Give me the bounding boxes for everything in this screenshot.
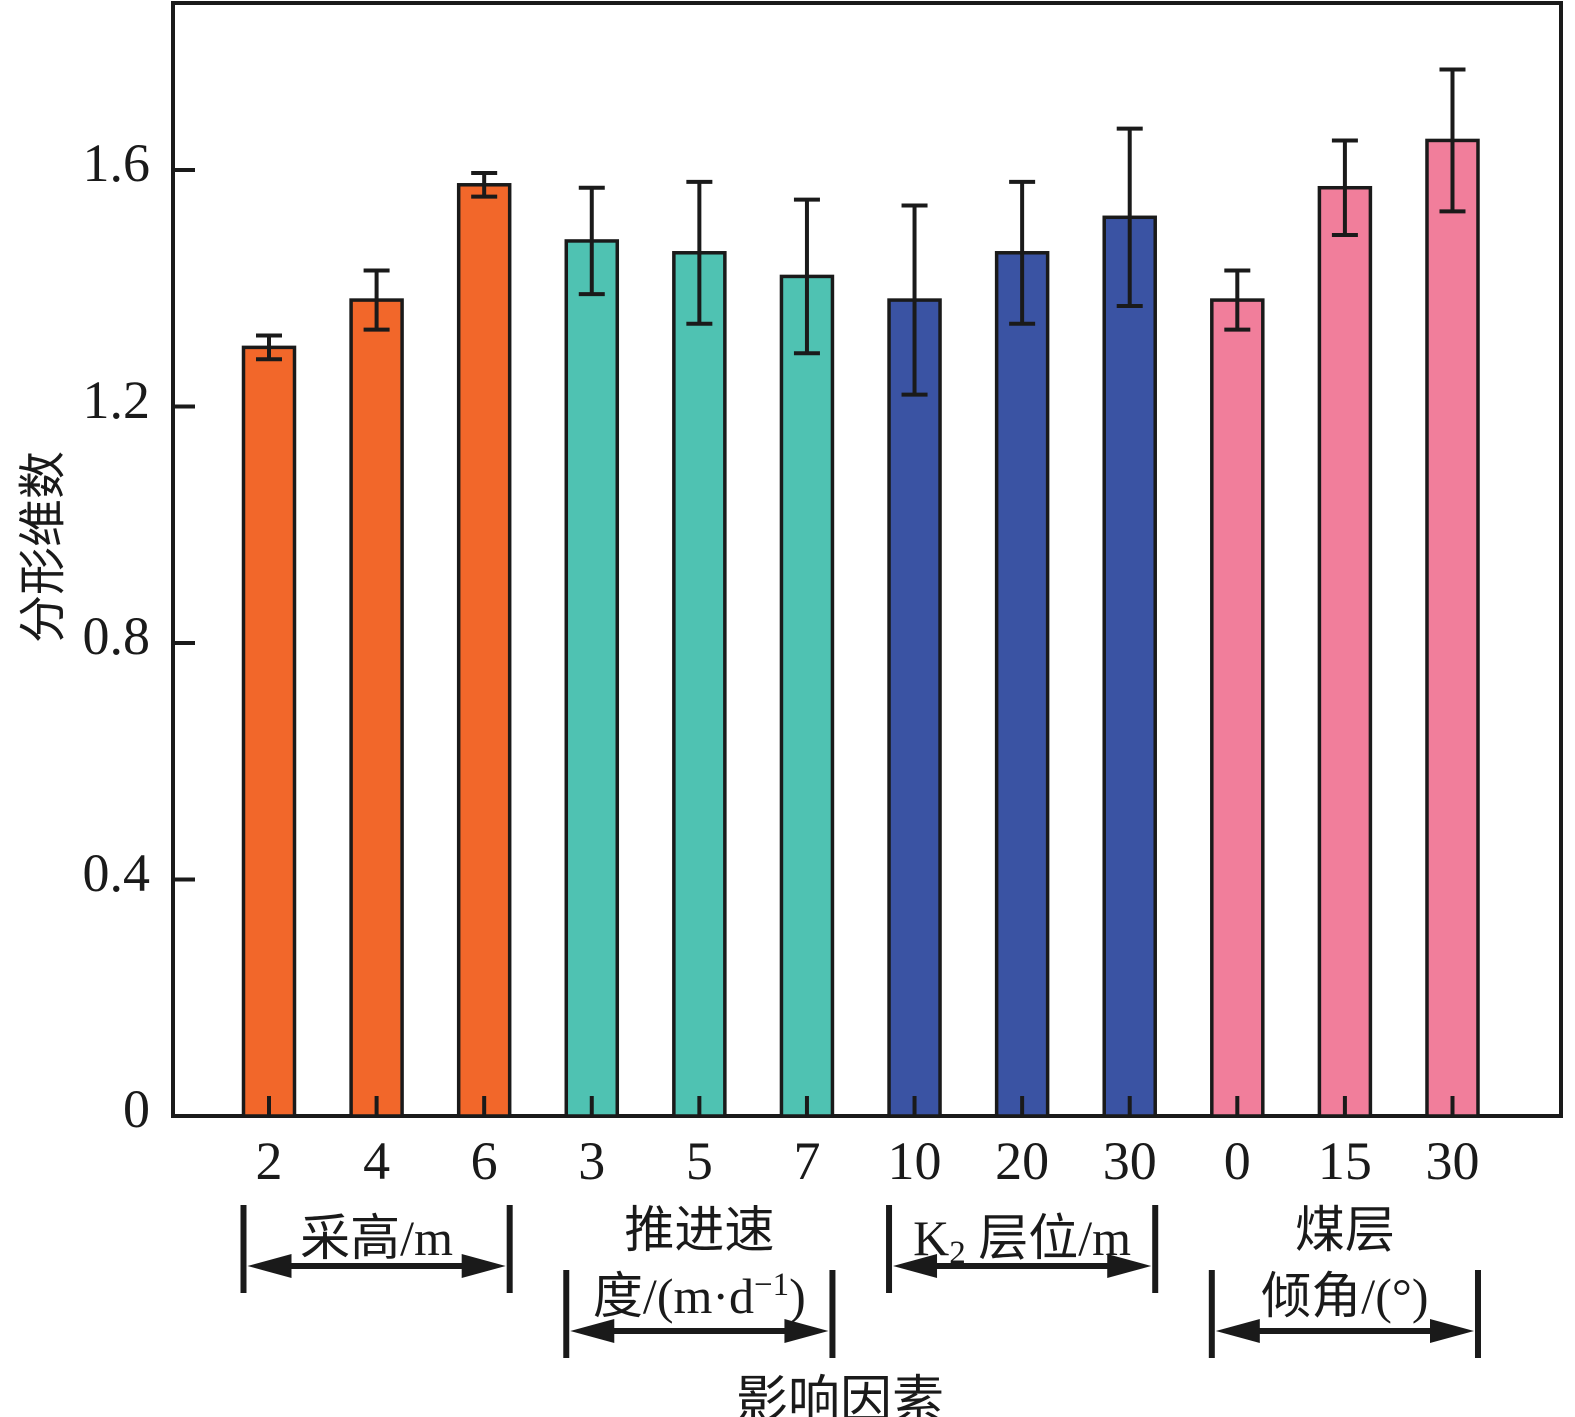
bar [1317, 185, 1373, 1118]
y-tick-label: 1.6 [82, 133, 151, 193]
x-tick-label: 3 [578, 1131, 606, 1191]
arrowhead-right [784, 1319, 829, 1343]
group-label: 度/(m·d−1) [592, 1266, 806, 1324]
y-tick-label: 0.8 [82, 606, 151, 666]
bar [1425, 138, 1480, 1118]
x-tick-label: 6 [470, 1131, 498, 1191]
arrowhead-left [247, 1254, 292, 1278]
bar [1102, 215, 1157, 1118]
arrowhead-right [1107, 1254, 1152, 1278]
x-tick-label: 2 [255, 1131, 283, 1191]
bar [994, 251, 1050, 1118]
arrowhead-left [1215, 1319, 1260, 1343]
arrowhead-right [1429, 1319, 1474, 1343]
x-axis-title: 影响因素 [735, 1373, 944, 1417]
x-tick-label: 15 [1317, 1131, 1372, 1191]
bar [564, 239, 620, 1118]
x-tick-label: 5 [685, 1131, 713, 1191]
arrowhead-left [570, 1319, 615, 1343]
bar [241, 345, 297, 1118]
x-tick-label: 7 [793, 1131, 821, 1191]
y-tick-label: 0 [123, 1079, 150, 1139]
x-tick-label: 30 [1102, 1131, 1157, 1191]
bar [779, 274, 835, 1118]
bar [349, 298, 404, 1118]
axis-frame [171, 1, 1563, 1118]
bar [672, 251, 727, 1118]
group-label: 倾角/(°) [1261, 1268, 1429, 1324]
bar [1210, 298, 1265, 1118]
arrowhead-right [461, 1254, 506, 1278]
y-tick-label: 1.2 [82, 369, 151, 430]
group-label: 采高/m [300, 1210, 453, 1266]
group-label: 推进速 [624, 1202, 775, 1258]
x-tick-label: 0 [1223, 1131, 1251, 1191]
arrowhead-left [893, 1254, 938, 1278]
group-label: K2 层位/m [913, 1210, 1132, 1272]
x-tick-label: 4 [363, 1131, 391, 1191]
bar [887, 298, 942, 1118]
y-tick-label: 0.4 [82, 842, 151, 903]
x-tick-label: 20 [995, 1131, 1050, 1191]
x-tick-label: 10 [887, 1131, 942, 1191]
group-label: 煤层 [1294, 1202, 1395, 1258]
bar [456, 183, 512, 1118]
x-tick-label: 30 [1425, 1131, 1480, 1191]
